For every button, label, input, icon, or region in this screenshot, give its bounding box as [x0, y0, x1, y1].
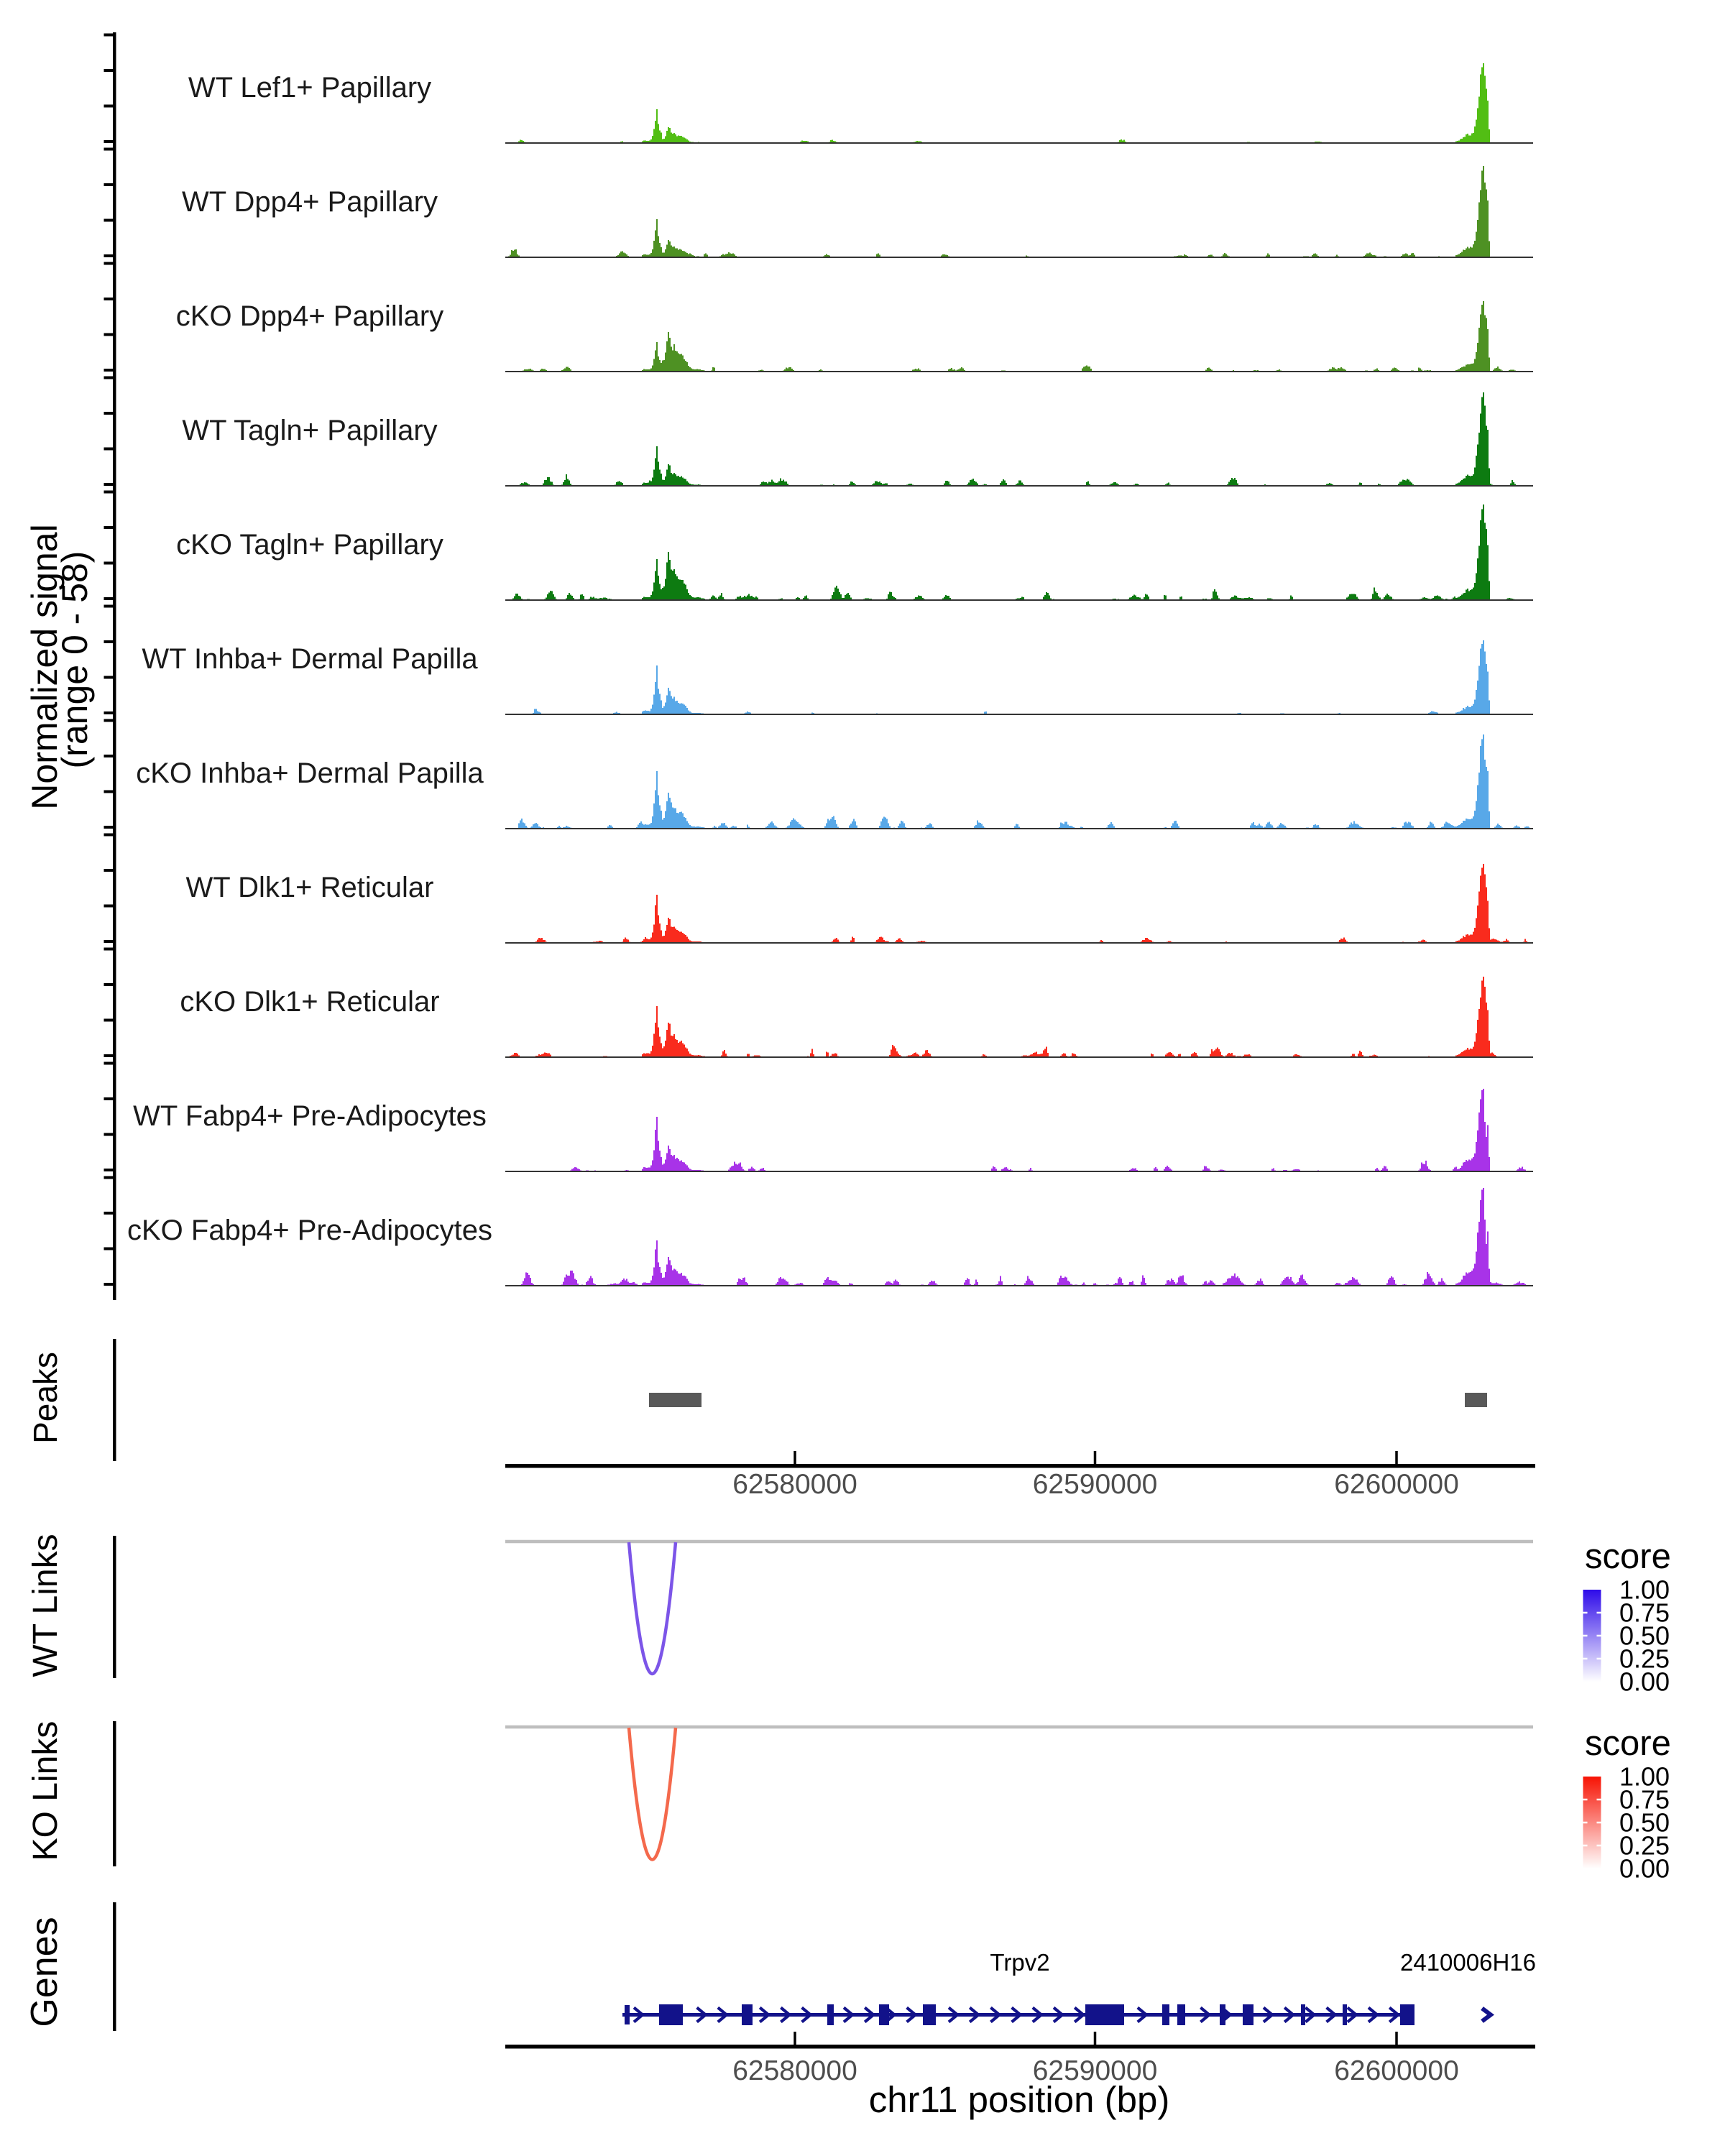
- svg-text:WT Lef1+ Papillary: WT Lef1+ Papillary: [188, 72, 431, 103]
- svg-text:62600000: 62600000: [1334, 1469, 1459, 1500]
- svg-text:score: score: [1585, 1537, 1671, 1576]
- svg-text:Normalized signal: Normalized signal: [24, 524, 65, 809]
- svg-text:WT Inhba+ Dermal Papilla: WT Inhba+ Dermal Papilla: [142, 643, 478, 675]
- svg-text:cKO Dlk1+ Reticular: cKO Dlk1+ Reticular: [180, 986, 439, 1018]
- svg-text:WT Tagln+ Papillary: WT Tagln+ Papillary: [182, 415, 437, 446]
- svg-text:0.75: 0.75: [1619, 1598, 1670, 1628]
- svg-text:62580000: 62580000: [732, 1469, 857, 1500]
- svg-text:62600000: 62600000: [1334, 2055, 1459, 2086]
- svg-text:1.00: 1.00: [1619, 1575, 1670, 1605]
- svg-text:cKO Fabp4+ Pre-Adipocytes: cKO Fabp4+ Pre-Adipocytes: [127, 1215, 492, 1246]
- svg-text:WT Dlk1+ Reticular: WT Dlk1+ Reticular: [186, 872, 434, 903]
- svg-text:cKO Tagln+ Papillary: cKO Tagln+ Papillary: [176, 529, 443, 561]
- svg-text:0.00: 0.00: [1619, 1854, 1670, 1884]
- svg-text:62580000: 62580000: [732, 2055, 857, 2086]
- svg-text:KO Links: KO Links: [27, 1721, 65, 1861]
- svg-text:chr11 position (bp): chr11 position (bp): [869, 2079, 1170, 2120]
- svg-text:1.00: 1.00: [1619, 1762, 1670, 1792]
- svg-text:WT Dpp4+ Papillary: WT Dpp4+ Papillary: [182, 186, 438, 218]
- svg-text:2410006H16Rik: 2410006H16Rik: [1400, 1949, 1570, 1976]
- svg-text:0.50: 0.50: [1619, 1621, 1670, 1651]
- svg-text:(range 0 - 58): (range 0 - 58): [55, 551, 95, 769]
- svg-text:0.50: 0.50: [1619, 1808, 1670, 1838]
- svg-text:0.75: 0.75: [1619, 1785, 1670, 1815]
- svg-text:0.00: 0.00: [1619, 1667, 1670, 1697]
- svg-text:62590000: 62590000: [1033, 1469, 1158, 1500]
- svg-text:Trpv2: Trpv2: [990, 1949, 1049, 1976]
- svg-text:score: score: [1585, 1724, 1671, 1763]
- svg-text:Genes: Genes: [24, 1917, 65, 2027]
- svg-text:Peaks: Peaks: [27, 1352, 64, 1444]
- svg-text:cKO Inhba+ Dermal Papilla: cKO Inhba+ Dermal Papilla: [136, 757, 484, 789]
- svg-text:cKO Dpp4+ Papillary: cKO Dpp4+ Papillary: [176, 300, 443, 332]
- svg-text:0.25: 0.25: [1619, 1644, 1670, 1674]
- svg-text:0.25: 0.25: [1619, 1831, 1670, 1861]
- svg-text:WT Links: WT Links: [27, 1534, 65, 1677]
- svg-text:WT Fabp4+ Pre-Adipocytes: WT Fabp4+ Pre-Adipocytes: [133, 1100, 487, 1132]
- svg-text:62590000: 62590000: [1033, 2055, 1158, 2086]
